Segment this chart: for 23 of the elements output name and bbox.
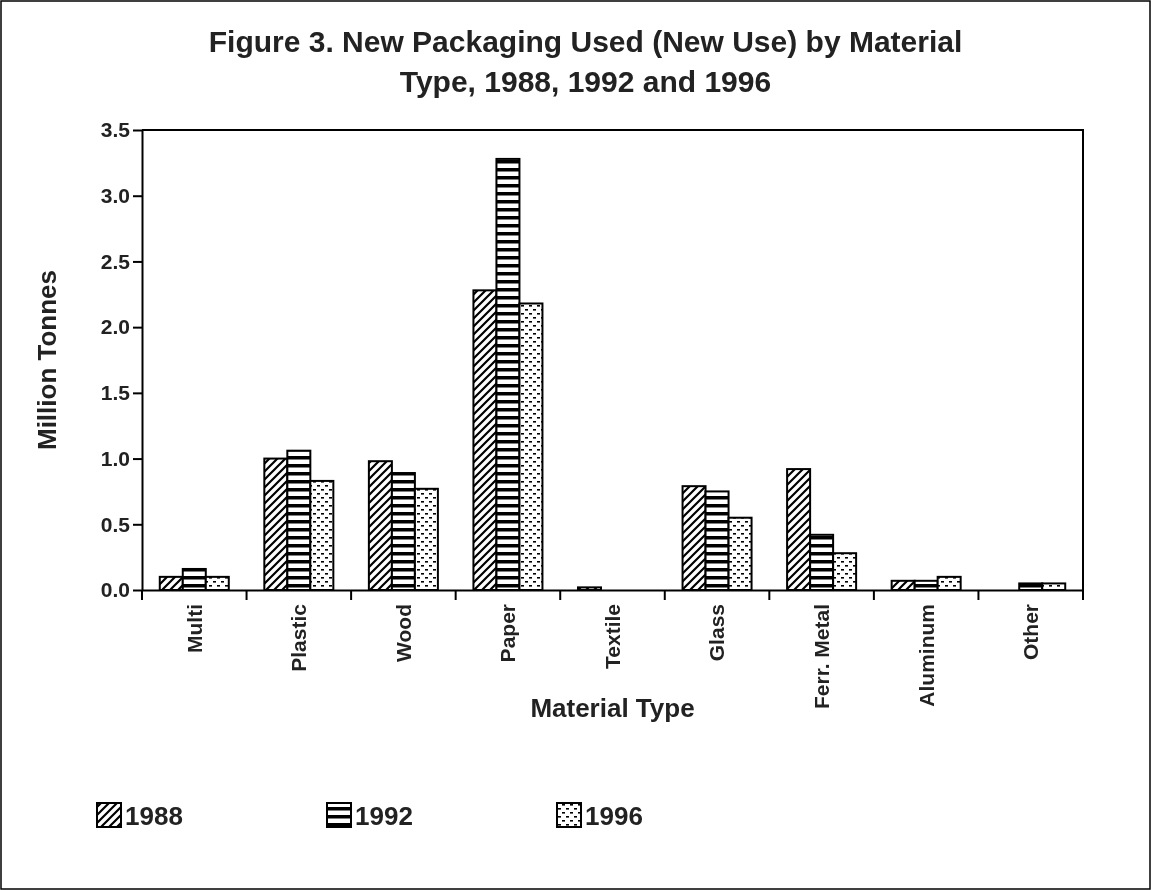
y-tick-label: 0.5 [100,512,131,536]
y-tick-label: 0.0 [100,578,130,602]
x-tick-label: Ferr. Metal [809,604,833,710]
y-tick-label: 1.5 [100,381,131,405]
y-tick-label: 3.0 [100,183,130,207]
legend-label: 1988 [125,801,183,831]
x-tick-label: Plastic [287,603,311,672]
x-tick-label: Aluminum [914,604,938,707]
x-tick-label: Wood [391,604,415,662]
legend-label: 1996 [585,801,643,831]
legend-label: 1992 [355,801,413,831]
y-axis-title: Million Tonnes [32,269,62,451]
x-tick-label: Paper [496,604,520,663]
x-tick-label: Textile [600,604,624,669]
x-axis-title: Material Type [530,693,695,723]
y-tick-label: 2.5 [100,249,131,273]
y-tick-label: 3.5 [100,118,131,142]
y-tick-label: 1.0 [100,446,130,470]
chart-title: Figure 3. New Packaging Used (New Use) by Material Type, 1988, 1992 and 1996 [208,25,963,98]
y-tick-label: 2.0 [100,315,130,339]
x-tick-label: Glass [705,604,729,662]
x-tick-label: Other [1019,604,1043,661]
x-tick-label: Multi [182,604,206,653]
